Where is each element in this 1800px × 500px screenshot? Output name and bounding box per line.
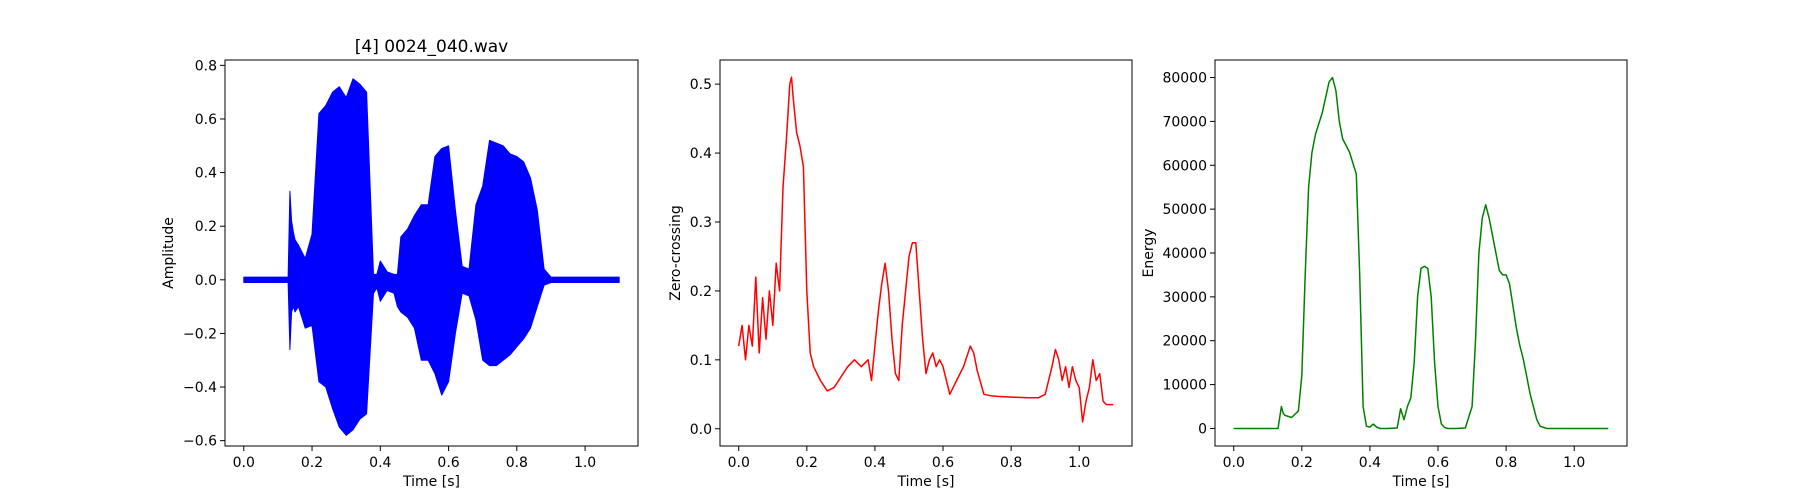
energy-xtick-label: 0.6 [1427,455,1449,471]
waveform-panel: [4] 0024_040.wav 0.0 0.2 0.4 0.6 0.8 1.0 −0.6 −… [161,37,639,490]
waveform-xtick-label: 0.0 [233,455,255,471]
energy-ytick-label: 30000 [1162,290,1207,306]
waveform-xtick-label: 1.0 [574,455,596,471]
zero-crossing-ytick-label: 0.4 [690,146,712,162]
zero-crossing-ticks: 0.0 0.2 0.4 0.6 0.8 1.0 0.0 0.1 0.2 0.3 0.4 0.5 [690,77,1091,471]
zero-crossing-ytick-label: 0.1 [690,353,712,369]
waveform-ytick-label: 0.8 [195,58,217,74]
waveform-title: [4] 0024_040.wav [355,37,508,57]
waveform-xtick-label: 0.8 [506,455,528,471]
energy-xtick-label: 0.4 [1359,455,1381,471]
zero-crossing-ytick-label: 0.2 [690,284,712,300]
energy-xtick-label: 0.8 [1495,455,1517,471]
energy-series-line [1233,76,1609,430]
energy-panel: 0.0 0.2 0.4 0.6 0.8 1.0 0 10000 20000 30000 40000 5… [1141,59,1628,490]
waveform-xtick-label: 0.2 [301,455,323,471]
energy-ytick-label: 60000 [1162,158,1207,174]
zero-crossing-xtick-label: 0.0 [728,455,750,471]
waveform-ytick-label: 0.4 [195,166,217,182]
energy-ytick-label: 70000 [1162,114,1207,130]
energy-ytick-label: 80000 [1162,71,1207,87]
waveform-ytick-label: −0.2 [183,326,217,342]
energy-xtick-label: 0.0 [1223,455,1245,471]
waveform-series-envelope [243,78,620,436]
waveform-plot-area [243,78,620,436]
waveform-xtick-label: 0.4 [369,455,391,471]
energy-ytick-label: 50000 [1162,202,1207,218]
energy-plot-area [1233,76,1609,430]
waveform-ytick-label: −0.4 [183,380,217,396]
zero-crossing-ylabel: Zero-crossing [668,205,684,300]
zero-crossing-ytick-label: 0.0 [690,422,712,438]
energy-ytick-label: 0 [1198,421,1207,437]
zero-crossing-series-line [737,76,1114,423]
zero-crossing-plot-area [737,76,1114,423]
zero-crossing-xtick-label: 0.4 [864,455,886,471]
waveform-xlabel: Time [s] [402,474,460,490]
waveform-ytick-label: 0.0 [195,273,217,289]
zero-crossing-xtick-label: 1.0 [1068,455,1090,471]
energy-ylabel: Energy [1141,228,1157,277]
zero-crossing-ytick-label: 0.5 [690,77,712,93]
zero-crossing-axes-frame [719,59,1133,447]
zero-crossing-xtick-label: 0.6 [932,455,954,471]
waveform-ytick-label: 0.2 [195,219,217,235]
energy-ytick-label: 10000 [1162,378,1207,394]
energy-xtick-label: 1.0 [1563,455,1585,471]
waveform-xtick-label: 0.6 [437,455,459,471]
energy-xtick-label: 0.2 [1291,455,1313,471]
energy-axes-frame [1214,59,1628,447]
waveform-ytick-label: −0.6 [183,434,217,450]
zero-crossing-ytick-label: 0.3 [690,215,712,231]
energy-xlabel: Time [s] [1392,474,1450,490]
zero-crossing-xtick-label: 0.8 [1000,455,1022,471]
energy-ytick-label: 20000 [1162,334,1207,350]
energy-ticks: 0.0 0.2 0.4 0.6 0.8 1.0 0 10000 20000 30000 40000 5… [1162,71,1585,471]
waveform-ticks: 0.0 0.2 0.4 0.6 0.8 1.0 −0.6 −0.4 −0.2 0.0 0.2 0.4 0… [183,58,596,471]
energy-ytick-label: 40000 [1162,246,1207,262]
waveform-ytick-label: 0.6 [195,112,217,128]
zero-crossing-xlabel: Time [s] [897,474,955,490]
zero-crossing-xtick-label: 0.2 [796,455,818,471]
waveform-axes-frame [224,59,639,447]
zero-crossing-panel: 0.0 0.2 0.4 0.6 0.8 1.0 0.0 0.1 0.2 0.3 0.4 0.5 Tim… [668,59,1133,490]
waveform-ylabel: Amplitude [161,217,177,289]
